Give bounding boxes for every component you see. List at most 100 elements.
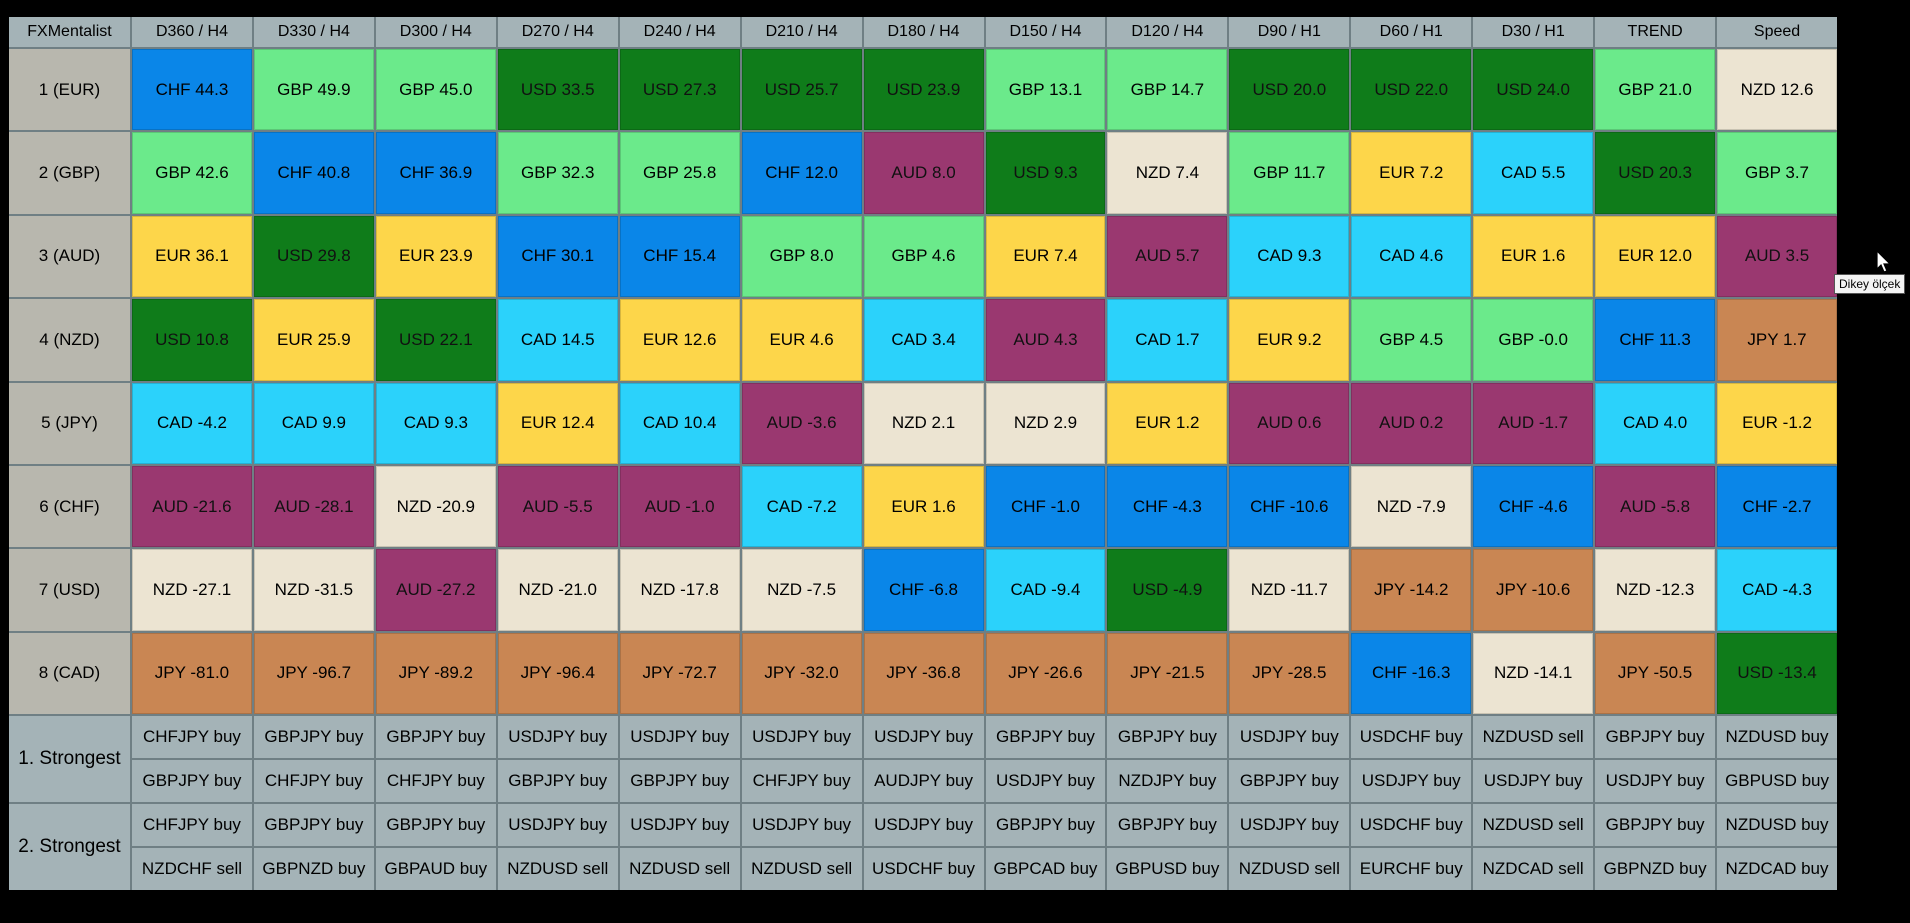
signal-cell: NZDUSD sell (1473, 804, 1594, 846)
strength-cell: EUR 12.0 (1595, 215, 1716, 298)
signal-cell: CHFJPY buy (132, 804, 252, 846)
strength-cell: AUD -28.1 (253, 465, 374, 548)
signal-cell: GBPJPY buy (985, 716, 1106, 758)
signal-cell: USDJPY buy (1595, 760, 1716, 802)
strength-cell: EUR 12.4 (497, 382, 618, 464)
column-header: D60 / H1 (1351, 17, 1472, 47)
strength-cell: CHF -2.7 (1717, 465, 1837, 548)
strength-cell: JPY -96.7 (253, 632, 374, 714)
strength-cell: AUD 0.2 (1351, 382, 1472, 464)
strength-cell: USD 20.3 (1595, 132, 1716, 214)
strength-cell: NZD -20.9 (375, 465, 496, 548)
strength-cell: JPY -32.0 (741, 632, 862, 714)
strength-cell: CHF 40.8 (253, 132, 374, 214)
signal-cell: USDCHF buy (1351, 804, 1472, 846)
strength-cell: EUR 36.1 (132, 215, 252, 298)
signal-cell: USDJPY buy (1351, 760, 1472, 802)
signal-cell: USDCHF buy (863, 848, 984, 890)
strength-cell: CAD 10.4 (619, 382, 740, 464)
signal-cell: CHFJPY buy (741, 760, 862, 802)
signal-cell: NZDJPY buy (1107, 760, 1228, 802)
signal-cell: EURCHF buy (1351, 848, 1472, 890)
strength-cell: CHF 15.4 (619, 215, 740, 298)
strength-cell: GBP 14.7 (1107, 49, 1228, 131)
strength-cell: USD 25.7 (741, 49, 862, 131)
strength-cell: EUR -1.2 (1717, 382, 1837, 464)
strength-cell: NZD -31.5 (253, 549, 374, 631)
signal-cell: GBPUSD buy (1717, 760, 1837, 802)
strength-cell: JPY 1.7 (1717, 299, 1837, 381)
strength-cell: GBP 11.7 (1229, 132, 1350, 214)
signal-cell: NZDCHF sell (132, 848, 252, 890)
strength-cell: EUR 1.6 (1473, 215, 1594, 298)
strength-cell: JPY -96.4 (497, 632, 618, 714)
signal-cell: GBPJPY buy (1595, 804, 1716, 846)
strength-cell: USD 33.5 (497, 49, 618, 131)
column-header: D210 / H4 (741, 17, 862, 47)
strength-cell: GBP 8.0 (741, 215, 862, 298)
column-header: D120 / H4 (1107, 17, 1228, 47)
strength-cell: AUD -3.6 (741, 382, 862, 464)
strength-cell: GBP 21.0 (1595, 49, 1716, 131)
strength-cell: EUR 7.2 (1351, 132, 1472, 214)
signal-cell: GBPJPY buy (375, 804, 496, 846)
strength-cell: USD -13.4 (1717, 632, 1837, 714)
signal-cell: NZDCAD sell (1473, 848, 1594, 890)
strength-cell: USD 27.3 (619, 49, 740, 131)
strength-cell: NZD -7.5 (741, 549, 862, 631)
signal-cell: NZDUSD sell (1229, 848, 1350, 890)
strength-cell: GBP 42.6 (132, 132, 252, 214)
signal-cell: NZDUSD sell (741, 848, 862, 890)
strength-cell: EUR 23.9 (375, 215, 496, 298)
strength-cell: AUD 0.6 (1229, 382, 1350, 464)
strength-cell: NZD 2.1 (863, 382, 984, 464)
signal-cell: NZDUSD sell (619, 848, 740, 890)
strength-cell: USD 10.8 (132, 299, 252, 381)
strength-cell: JPY -26.6 (985, 632, 1106, 714)
signal-cell: GBPJPY buy (619, 760, 740, 802)
strength-cell: USD 24.0 (1473, 49, 1594, 131)
signal-cell: GBPJPY buy (253, 804, 374, 846)
signal-cell: USDJPY buy (619, 804, 740, 846)
table-title: FXMentalist (9, 17, 130, 47)
strength-cell: GBP 3.7 (1717, 132, 1837, 214)
signal-cell: USDJPY buy (1473, 760, 1594, 802)
strength-cell: CHF 44.3 (132, 49, 252, 131)
strength-cell: CAD -4.3 (1717, 549, 1837, 631)
strength-cell: AUD 8.0 (863, 132, 984, 214)
strength-cell: AUD -5.5 (497, 465, 618, 548)
strength-cell: USD 29.8 (253, 215, 374, 298)
strength-cell: GBP 4.5 (1351, 299, 1472, 381)
row-label: 1 (EUR) (9, 49, 130, 131)
column-header: D180 / H4 (863, 17, 984, 47)
strength-cell: NZD -27.1 (132, 549, 252, 631)
signal-cell: USDJPY buy (1229, 804, 1350, 846)
signal-cell: NZDUSD buy (1717, 804, 1837, 846)
strength-cell: JPY -72.7 (619, 632, 740, 714)
row-label: 5 (JPY) (9, 382, 130, 464)
strength-cell: AUD -5.8 (1595, 465, 1716, 548)
strength-cell: CHF 12.0 (741, 132, 862, 214)
strength-cell: CHF -4.6 (1473, 465, 1594, 548)
signal-cell: USDJPY buy (741, 716, 862, 758)
signal-cell: USDJPY buy (497, 716, 618, 758)
column-header: D90 / H1 (1229, 17, 1350, 47)
strength-cell: NZD -14.1 (1473, 632, 1594, 714)
signal-cell: USDJPY buy (985, 760, 1106, 802)
strength-cell: NZD -12.3 (1595, 549, 1716, 631)
strength-cell: JPY -50.5 (1595, 632, 1716, 714)
row-label: 7 (USD) (9, 549, 130, 631)
strength-cell: CAD -7.2 (741, 465, 862, 548)
strength-cell: JPY -21.5 (1107, 632, 1228, 714)
signal-cell: GBPJPY buy (497, 760, 618, 802)
strength-cell: JPY -36.8 (863, 632, 984, 714)
strength-cell: AUD 5.7 (1107, 215, 1228, 298)
strength-cell: JPY -14.2 (1351, 549, 1472, 631)
signal-cell: GBPCAD buy (985, 848, 1106, 890)
strength-cell: NZD -17.8 (619, 549, 740, 631)
signal-cell: GBPJPY buy (375, 716, 496, 758)
strength-cell: NZD 7.4 (1107, 132, 1228, 214)
strength-cell: CHF -16.3 (1351, 632, 1472, 714)
signal-group-label: 2. Strongest (9, 804, 130, 890)
strength-cell: AUD -21.6 (132, 465, 252, 548)
